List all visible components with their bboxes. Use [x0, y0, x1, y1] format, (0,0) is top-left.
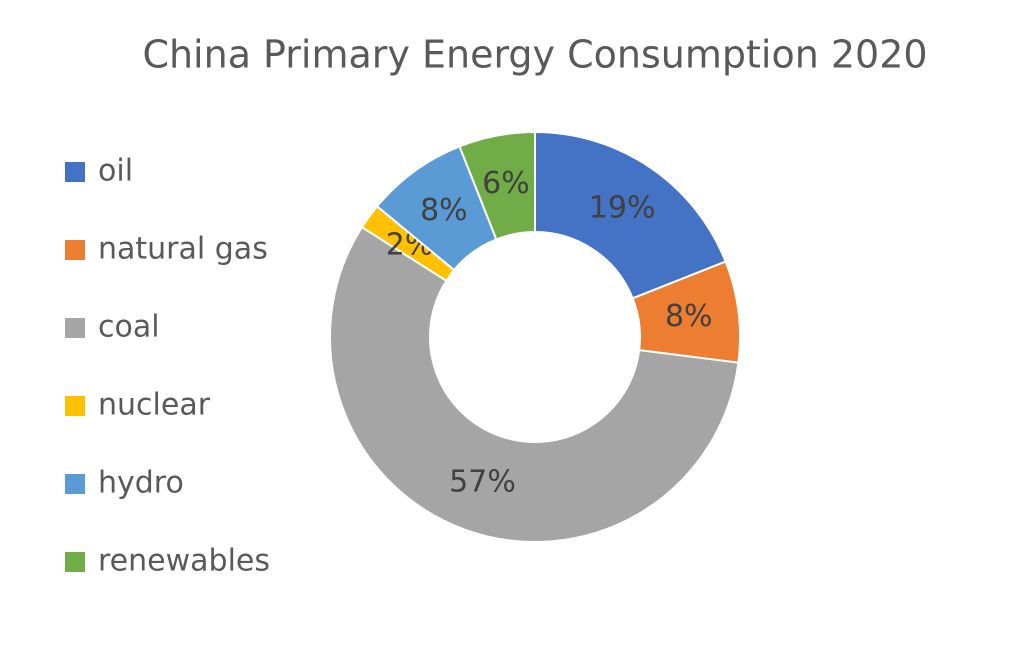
- data-label: 8%: [420, 193, 468, 228]
- data-label: 57%: [449, 464, 516, 499]
- data-label: 6%: [482, 166, 530, 201]
- donut-segment: [458, 130, 536, 241]
- donut-segment: [534, 130, 727, 300]
- legend-label: natural gas: [98, 232, 268, 267]
- legend-swatch: [65, 474, 85, 494]
- legend-label: nuclear: [98, 388, 211, 423]
- legend-label: coal: [98, 310, 160, 345]
- data-label: 19%: [589, 190, 656, 225]
- legend-swatch: [65, 396, 85, 416]
- donut-segment: [329, 225, 740, 544]
- data-label: 8%: [665, 299, 713, 334]
- legend-swatch: [65, 552, 85, 572]
- legend-label: hydro: [98, 466, 184, 501]
- legend-label: oil: [98, 154, 133, 189]
- legend-swatch: [65, 162, 85, 182]
- legend-swatch: [65, 240, 85, 260]
- legend-swatch: [65, 318, 85, 338]
- chart-title: China Primary Energy Consumption 2020: [142, 33, 927, 77]
- legend-label: renewables: [98, 544, 270, 579]
